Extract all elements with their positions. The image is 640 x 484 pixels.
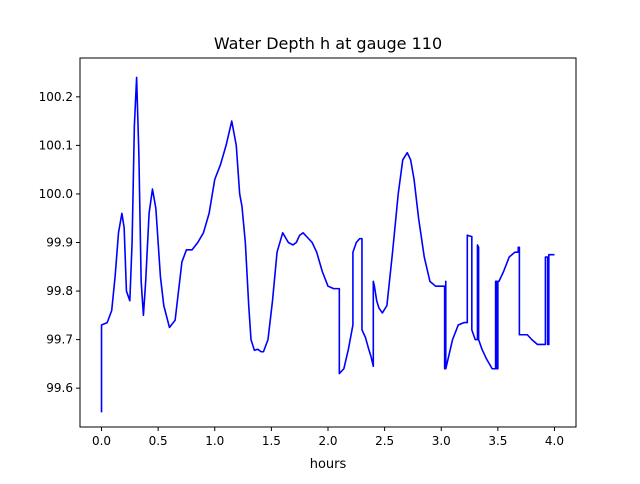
plot-area — [79, 57, 577, 428]
y-tick-label: 99.7 — [46, 333, 73, 347]
x-axis: 0.0 0.5 1.0 1.5 2.0 2.5 3.0 3.5 4.0 — [92, 427, 564, 448]
series-line-0 — [100, 76, 555, 413]
x-tick-label: 3.5 — [488, 434, 507, 448]
chart-title: Water Depth h at gauge 110 — [214, 34, 442, 53]
x-tick-label: 0.5 — [149, 434, 168, 448]
y-tick-label: 100.1 — [39, 138, 73, 152]
x-tick-label: 1.0 — [205, 434, 224, 448]
x-tick-label: 0.0 — [92, 434, 111, 448]
y-axis: 99.6 99.7 99.8 99.9 100.0 100.1 100.2 — [39, 90, 80, 395]
plot-frame — [79, 57, 577, 428]
x-tick-label: 2.0 — [318, 434, 337, 448]
x-tick-label: 3.0 — [432, 434, 451, 448]
x-tick-label: 4.0 — [545, 434, 564, 448]
y-tick-label: 99.8 — [46, 284, 73, 298]
y-tick-label: 99.9 — [46, 236, 73, 250]
x-tick-label: 1.5 — [262, 434, 281, 448]
y-tick-label: 100.2 — [39, 90, 73, 104]
y-tick-label: 99.6 — [46, 381, 73, 395]
series-layer — [100, 76, 555, 413]
x-tick-label: 2.5 — [375, 434, 394, 448]
x-axis-label: hours — [310, 457, 347, 472]
y-tick-label: 100.0 — [39, 187, 73, 201]
